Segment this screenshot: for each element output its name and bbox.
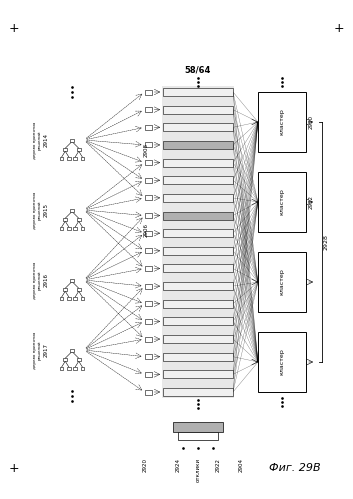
Text: дерево принятия
решений: дерево принятия решений — [33, 261, 41, 299]
Bar — [144, 89, 151, 94]
Text: кластер: кластер — [280, 189, 285, 216]
Text: 2928: 2928 — [323, 234, 329, 250]
Bar — [144, 301, 151, 306]
Bar — [77, 148, 80, 151]
Text: 2916: 2916 — [43, 273, 48, 287]
Bar — [163, 317, 233, 325]
Text: кластер: кластер — [280, 268, 285, 295]
Bar — [64, 148, 67, 151]
Bar — [144, 372, 151, 377]
Bar — [144, 213, 151, 218]
Bar — [163, 388, 233, 396]
Bar — [67, 367, 71, 370]
Bar — [163, 229, 233, 237]
Bar — [67, 297, 71, 300]
Bar — [163, 176, 233, 184]
Text: 2922: 2922 — [215, 458, 221, 472]
Bar — [163, 88, 233, 96]
Bar — [80, 297, 84, 300]
Text: 2914: 2914 — [43, 133, 48, 147]
Bar — [80, 227, 84, 230]
Bar — [60, 227, 64, 230]
Bar — [144, 390, 151, 395]
Bar — [60, 297, 64, 300]
Bar — [163, 264, 233, 272]
Bar — [60, 367, 64, 370]
Text: 2906: 2906 — [144, 223, 149, 237]
Bar — [144, 178, 151, 183]
Text: 58/64: 58/64 — [185, 65, 211, 74]
Bar — [80, 157, 84, 160]
Bar — [163, 141, 233, 149]
Bar — [80, 367, 84, 370]
Bar — [60, 157, 64, 160]
Bar — [73, 367, 77, 370]
Text: кластер: кластер — [280, 349, 285, 375]
Bar — [144, 160, 151, 165]
Bar — [163, 300, 233, 308]
Bar — [64, 218, 67, 221]
Bar — [144, 231, 151, 236]
Text: +: + — [9, 21, 19, 34]
Bar — [70, 278, 74, 281]
Text: 2924: 2924 — [175, 458, 180, 472]
Text: отклики: отклики — [196, 458, 201, 482]
Bar — [77, 358, 80, 361]
Bar — [144, 107, 151, 112]
Bar — [178, 432, 218, 440]
Bar — [163, 335, 233, 343]
Bar — [163, 123, 233, 131]
Text: кластер: кластер — [280, 109, 285, 135]
Bar — [163, 159, 233, 167]
Bar — [67, 157, 71, 160]
Bar — [77, 288, 80, 291]
Bar — [258, 172, 306, 232]
Bar — [162, 86, 234, 398]
Bar — [144, 354, 151, 359]
Text: дерево принятия
решений: дерево принятия решений — [33, 191, 41, 229]
Bar — [163, 353, 233, 361]
Bar — [73, 297, 77, 300]
Bar — [144, 266, 151, 271]
Bar — [73, 157, 77, 160]
Bar — [64, 358, 67, 361]
Bar — [70, 348, 74, 351]
Text: 2917: 2917 — [43, 343, 48, 357]
Bar — [144, 196, 151, 201]
Bar — [163, 282, 233, 290]
Bar — [70, 209, 74, 212]
Bar — [163, 212, 233, 220]
Text: дерево принятия
решений: дерево принятия решений — [33, 121, 41, 159]
Text: 2908: 2908 — [144, 143, 149, 157]
Bar — [144, 319, 151, 324]
Bar — [173, 422, 223, 432]
Text: 2915: 2915 — [43, 203, 48, 217]
Bar — [144, 249, 151, 253]
Text: 2920: 2920 — [143, 458, 148, 472]
Bar — [163, 194, 233, 202]
Bar — [144, 142, 151, 147]
Bar — [144, 125, 151, 130]
Bar — [70, 139, 74, 142]
Bar — [258, 332, 306, 392]
Bar — [163, 370, 233, 378]
Text: дерево принятия
решений: дерево принятия решений — [33, 331, 41, 369]
Bar — [67, 227, 71, 230]
Bar — [73, 227, 77, 230]
Bar — [163, 106, 233, 114]
Bar — [144, 283, 151, 288]
Bar — [258, 252, 306, 312]
Bar — [77, 218, 80, 221]
Bar — [163, 247, 233, 255]
Text: 2930: 2930 — [309, 115, 314, 129]
Text: +: + — [334, 21, 344, 34]
Bar — [258, 92, 306, 152]
Bar — [64, 288, 67, 291]
Text: +: + — [9, 462, 19, 475]
Text: Фиг. 29В: Фиг. 29В — [269, 463, 321, 473]
Text: 2904: 2904 — [239, 458, 244, 472]
Bar — [144, 336, 151, 341]
Text: 2932: 2932 — [309, 195, 314, 209]
